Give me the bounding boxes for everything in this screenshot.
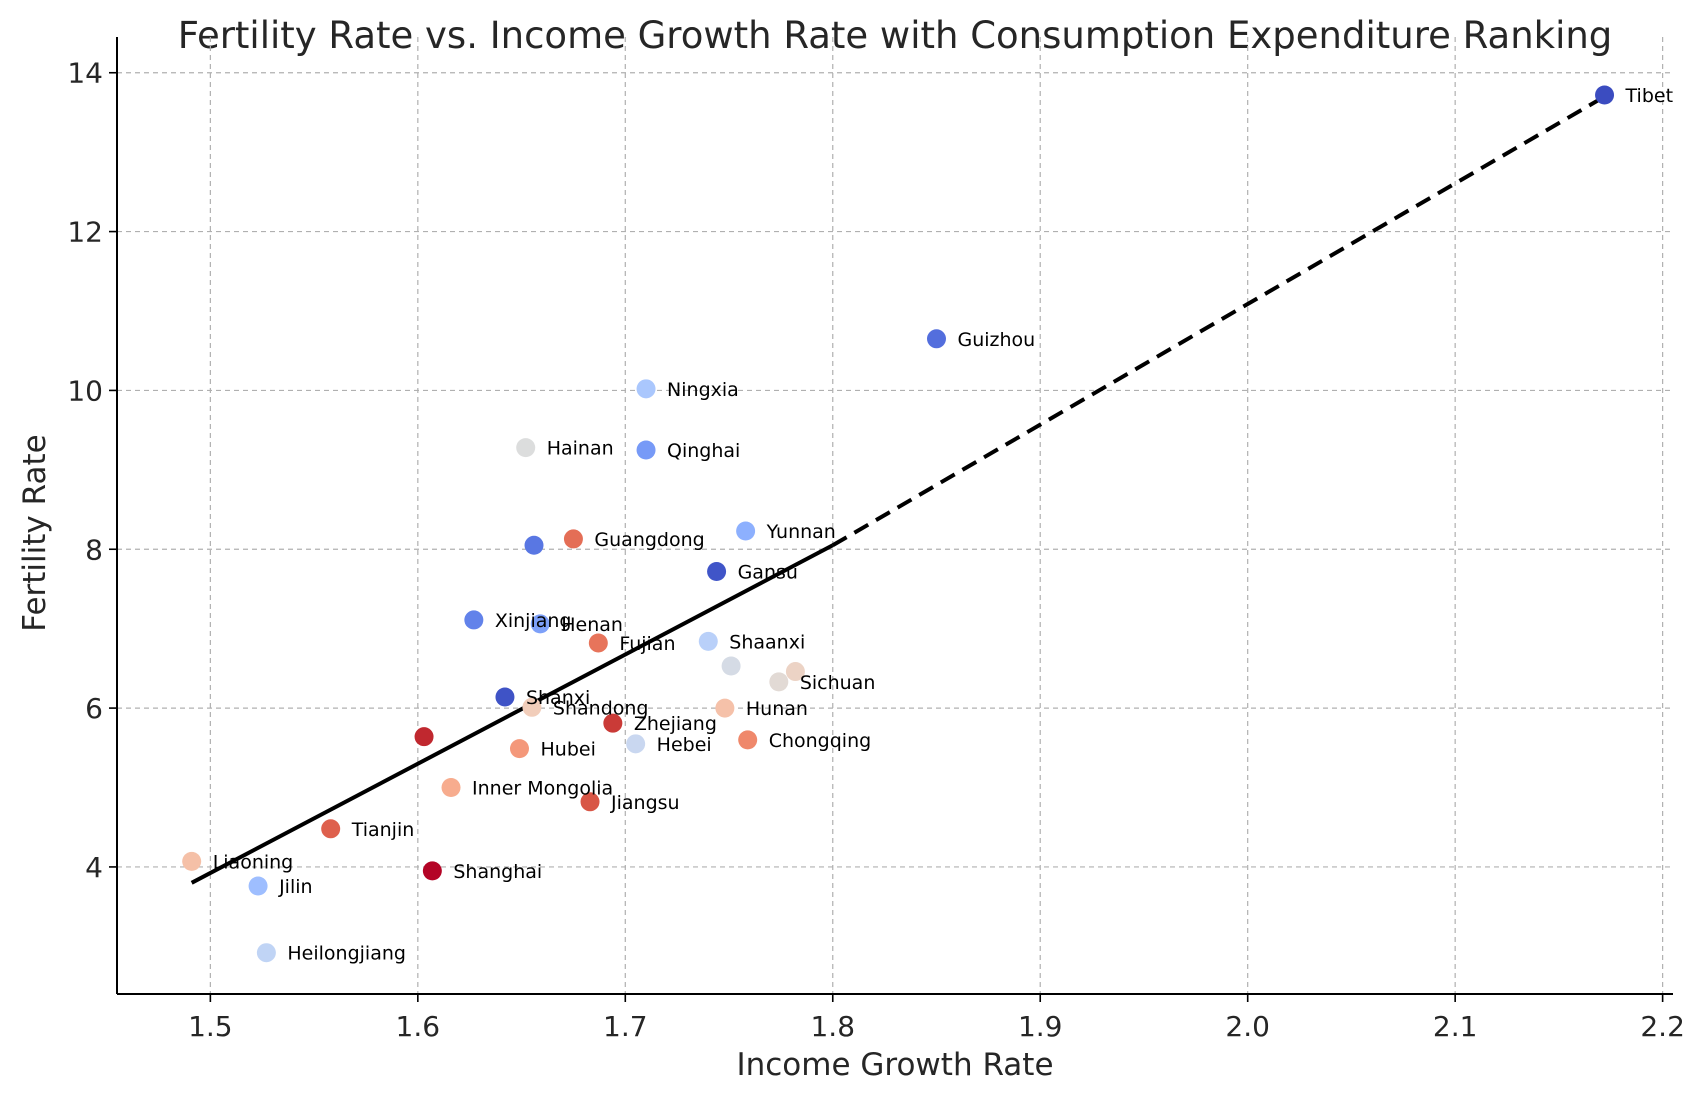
data-point (636, 440, 656, 460)
trend-line-solid (190, 543, 834, 885)
data-point (464, 610, 484, 630)
data-point (698, 631, 718, 651)
grid-lines (117, 37, 1673, 994)
data-point (256, 943, 276, 963)
chart-title: Fertility Rate vs. Income Growth Rate wi… (178, 14, 1613, 57)
data-point (441, 778, 461, 798)
data-point (182, 851, 202, 871)
data-point (495, 687, 515, 707)
point-label: Tibet (1625, 85, 1674, 107)
point-label: Heilongjiang (287, 943, 406, 965)
tick-labels: 1.5 1.6 1.7 1.8 1.9 2.0 2.1 2.2 4 6 8 10 12 14 (67, 57, 1685, 1043)
point-label: Hubei (540, 739, 595, 761)
point-label: Fujian (619, 633, 675, 655)
point-label: Shanghai (453, 861, 542, 883)
point-label: Qinghai (667, 440, 740, 462)
data-point (414, 727, 434, 747)
y-tick-label: 10 (67, 374, 103, 407)
data-point (715, 698, 735, 718)
x-tick-label: 1.5 (188, 1010, 233, 1043)
y-tick-label: 14 (67, 57, 103, 90)
data-point (588, 633, 608, 653)
x-axis-label: Income Growth Rate (736, 1047, 1053, 1083)
point-label: Chongqing (769, 730, 871, 752)
data-point (926, 329, 946, 349)
point-label: Hebei (657, 734, 712, 756)
data-point (524, 535, 544, 555)
point-label: Xinjiang (495, 610, 572, 632)
data-point (248, 876, 268, 896)
point-label: Guizhou (957, 329, 1035, 351)
x-tick-label: 1.9 (1018, 1010, 1063, 1043)
point-label: Inner Mongolia (472, 778, 613, 800)
point-label: Guangdong (594, 529, 704, 551)
point-label: Tianjin (351, 819, 415, 841)
point-label: Zhejiang (634, 713, 717, 735)
data-point (522, 697, 542, 717)
point-label: Ningxia (667, 379, 739, 401)
data-point (736, 521, 756, 541)
data-point (769, 672, 789, 692)
y-tick-label: 8 (85, 533, 103, 566)
data-points (182, 85, 1615, 963)
point-label: Yunnan (766, 521, 836, 543)
data-point (509, 739, 529, 759)
point-label: Sichuan (800, 672, 876, 694)
x-tick-label: 2.1 (1433, 1010, 1478, 1043)
point-label: Gansu (738, 561, 798, 583)
point-label: Shanxi (526, 687, 590, 709)
y-axis-label: Fertility Rate (17, 434, 53, 631)
x-tick-label: 1.6 (396, 1010, 441, 1043)
data-point (516, 438, 536, 458)
x-tick-label: 1.7 (603, 1010, 648, 1043)
data-point (563, 529, 583, 549)
point-label: Henan (561, 614, 623, 636)
point-label: Jilin (278, 876, 312, 898)
data-point (1595, 85, 1615, 105)
data-point (603, 713, 623, 733)
point-label: Hainan (547, 438, 614, 460)
data-point (580, 792, 600, 812)
y-tick-label: 6 (85, 692, 103, 725)
point-label: Jiangsu (610, 792, 680, 814)
data-point (530, 614, 550, 634)
y-tick-label: 4 (85, 851, 103, 884)
trend-line-dashed (831, 94, 1606, 548)
point-label: Shandong (553, 697, 649, 719)
data-point (422, 861, 442, 881)
x-tick-label: 1.8 (810, 1010, 855, 1043)
data-point (321, 819, 341, 839)
point-label: Shaanxi (729, 631, 805, 653)
data-point (636, 379, 656, 399)
x-tick-label: 2.2 (1640, 1010, 1685, 1043)
data-point (785, 662, 805, 682)
point-label: Liaoning (213, 851, 294, 873)
x-tick-label: 2.0 (1225, 1010, 1270, 1043)
data-point (721, 656, 741, 676)
point-label: Hunan (746, 698, 808, 720)
data-point (626, 734, 646, 754)
data-point (738, 730, 758, 750)
axes (109, 37, 1673, 1002)
data-point (707, 561, 727, 581)
point-labels: Tibet Guizhou Ningxia Hainan Qinghai Guangdon… (213, 85, 1673, 965)
trend-line (190, 94, 1606, 885)
y-tick-label: 12 (67, 216, 103, 249)
